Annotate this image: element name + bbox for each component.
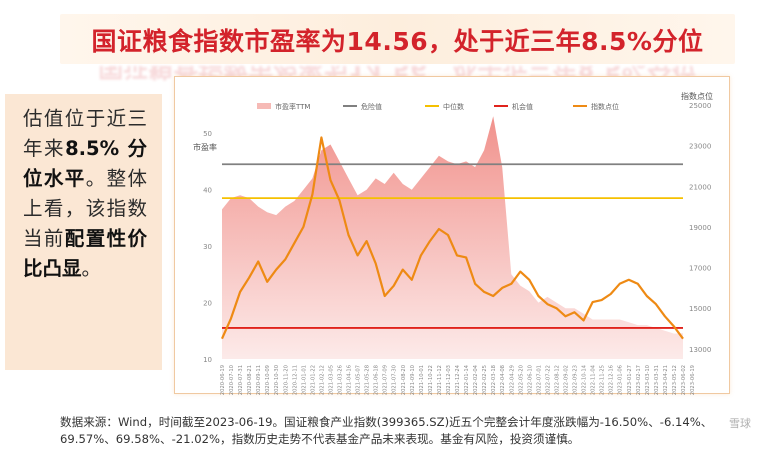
x-tick-label: 2021-04-16 (347, 365, 353, 395)
right-axis-title: 指数点位 (681, 91, 713, 101)
x-tick-label: 2021-03-05 (328, 365, 334, 395)
x-tick-label: 2022-11-25 (600, 365, 606, 395)
title-banner: 国证粮食指数市盈率为14.56，处于近三年8.5%分位 (60, 14, 735, 64)
right-tick-label: 25000 (689, 102, 711, 110)
x-tick-label: 2022-05-20 (518, 365, 524, 395)
chart-panel: 10 20 30 40 50 13000 15000 17000 19000 21000 23000… (174, 76, 730, 395)
left-tick-label: 30 (203, 243, 212, 251)
left-tick-label: 10 (203, 356, 212, 364)
right-tick-label: 23000 (689, 143, 711, 151)
x-tick-label: 2022-07-01 (536, 365, 542, 395)
x-tick-label: 2021-11-12 (437, 365, 443, 395)
left-axis-title: 市盈率 (193, 142, 217, 152)
legend-label: 中位数 (443, 102, 464, 111)
x-tick-label: 2022-01-14 (464, 364, 470, 395)
pe-ttm-area (222, 116, 683, 359)
x-tick-label: 2023-03-31 (654, 365, 660, 395)
x-tick-label: 2022-02-25 (482, 365, 488, 395)
x-tick-label: 2020-07-31 (238, 365, 244, 395)
legend-label: 指数点位 (591, 102, 619, 111)
x-tick-label: 2021-01-01 (301, 365, 307, 395)
x-tick-label: 2021-12-03 (446, 365, 452, 395)
x-tick-label: 2021-10-01 (419, 365, 425, 395)
x-tick-label: 2020-10-30 (274, 365, 280, 395)
legend-label: 危险值 (361, 102, 382, 111)
right-tick-label: 19000 (689, 224, 711, 232)
left-tick-label: 20 (203, 300, 212, 308)
x-tick-label: 2021-05-28 (365, 365, 371, 395)
x-tick-label: 2021-05-07 (356, 365, 362, 395)
x-tick-label: 2022-08-12 (554, 365, 560, 395)
x-tick-label: 2021-07-30 (392, 365, 398, 395)
x-tick-label: 2021-12-24 (455, 364, 461, 395)
x-tick-label: 2022-12-16 (609, 365, 615, 395)
x-tick-label: 2021-08-20 (401, 365, 407, 395)
legend-label: 市盈率TTM (275, 102, 310, 111)
right-tick-label: 21000 (689, 183, 711, 191)
x-tick-label: 2020-11-20 (283, 365, 289, 395)
x-tick-label: 2023-06-19 (690, 365, 696, 395)
x-tick-label: 2020-07-10 (229, 365, 235, 395)
x-tick-label: 2022-04-29 (509, 365, 515, 395)
x-tick-label: 2021-06-18 (374, 365, 380, 395)
x-tick-label: 2022-07-22 (545, 365, 551, 395)
x-tick-label: 2023-06-02 (681, 365, 687, 395)
legend-label: 机会值 (512, 102, 533, 111)
x-tick-label: 2021-01-22 (310, 365, 316, 395)
x-tick-label: 2022-11-04 (591, 364, 597, 395)
x-tick-label: 2023-01-06 (618, 365, 624, 395)
x-tick-label: 2021-03-26 (338, 365, 344, 395)
x-tick-label: 2020-12-11 (292, 365, 298, 395)
x-tick-label: 2022-02-04 (473, 364, 479, 395)
x-tick-label: 2022-10-14 (582, 364, 588, 395)
summary-part-2: 。整体上看，该指数当前 (23, 167, 147, 250)
watermark: 雪球 (729, 417, 751, 430)
x-tick-label: 2021-10-22 (428, 365, 434, 395)
left-tick-label: 50 (203, 130, 212, 138)
summary-box: 估值位于近三年来8.5% 分位水平。整体上看，该指数当前配置性价比凸显。 (5, 94, 162, 370)
index-line (220, 136, 684, 340)
x-tick-label: 2022-03-18 (491, 365, 497, 395)
x-tick-label: 2020-06-19 (220, 365, 226, 395)
x-tick-label: 2020-10-09 (265, 365, 271, 395)
x-tick-label: 2021-09-10 (410, 365, 416, 395)
x-tick-label: 2020-08-21 (247, 365, 253, 395)
x-tick-label: 2023-03-10 (645, 365, 651, 395)
right-tick-label: 17000 (689, 265, 711, 273)
legend-swatch (257, 103, 271, 109)
x-tick-label: 2022-09-02 (563, 365, 569, 395)
x-tick-label: 2022-04-08 (500, 365, 506, 395)
summary-part-1: 估值位于近三年来 (23, 107, 147, 160)
x-tick-label: 2021-07-09 (383, 365, 389, 395)
x-tick-label: 2022-06-10 (527, 365, 533, 395)
x-tick-label: 2023-04-21 (663, 365, 669, 395)
x-tick-label: 2022-09-23 (573, 365, 579, 395)
left-tick-label: 40 (203, 187, 212, 195)
x-tick-label: 2023-02-17 (636, 365, 642, 395)
data-source-note: 数据来源：Wind，时间截至2023-06-19。国证粮食产业指数(399365… (60, 415, 713, 446)
pe-chart: 10 20 30 40 50 13000 15000 17000 19000 21000 23000… (193, 91, 713, 395)
page-title: 国证粮食指数市盈率为14.56，处于近三年8.5%分位 (91, 27, 704, 56)
right-tick-label: 15000 (689, 305, 711, 313)
right-tick-label: 13000 (689, 346, 711, 354)
x-tick-label: 2023-01-27 (627, 365, 633, 395)
x-tick-label: 2020-09-11 (256, 365, 262, 395)
summary-part-3: 。 (81, 257, 102, 280)
summary-text: 估值位于近三年来8.5% 分位水平。整体上看，该指数当前配置性价比凸显。 (23, 104, 147, 284)
x-tick-label: 2023-05-12 (672, 365, 678, 395)
summary-highlight-1: 8.5% 分位水平 (23, 137, 147, 190)
x-tick-label: 2021-02-12 (319, 365, 325, 395)
summary-highlight-2: 配置性价比凸显 (23, 227, 147, 280)
